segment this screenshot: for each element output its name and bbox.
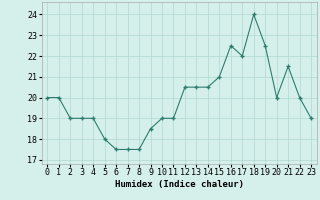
X-axis label: Humidex (Indice chaleur): Humidex (Indice chaleur): [115, 180, 244, 189]
